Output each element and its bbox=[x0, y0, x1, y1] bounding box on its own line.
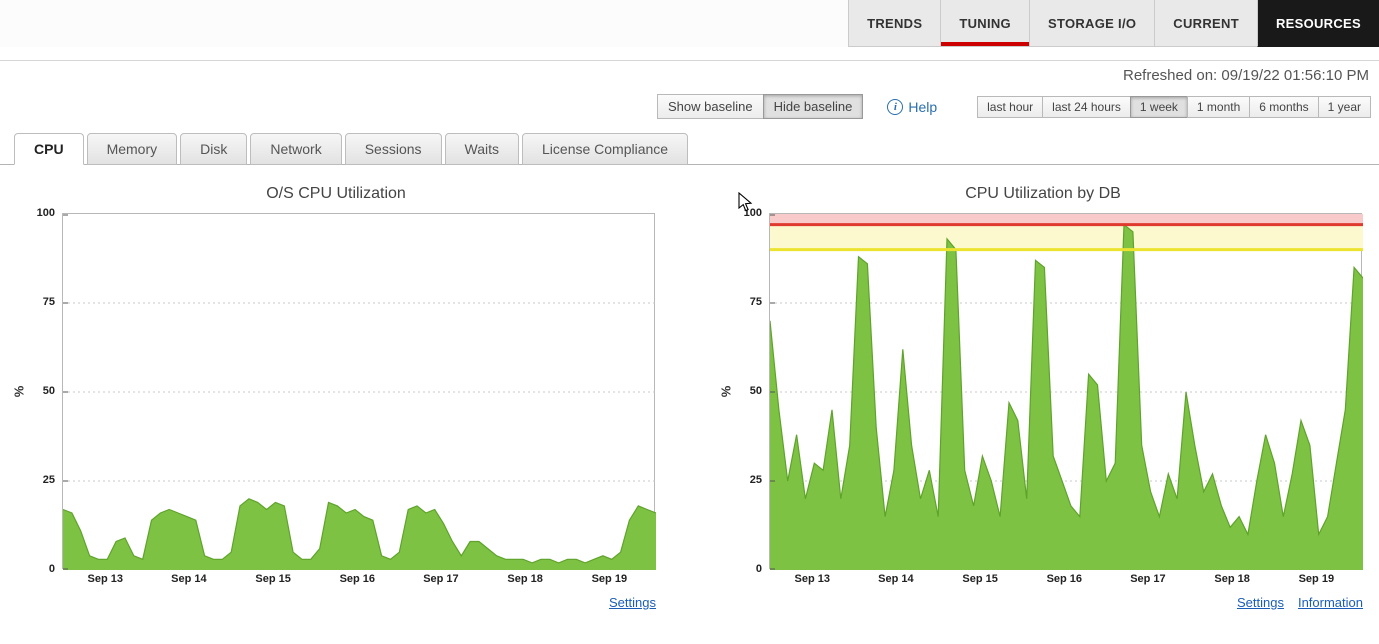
chart-links: Settings bbox=[10, 595, 656, 610]
x-tick-label: Sep 14 bbox=[878, 573, 914, 585]
chart-cpu-utilization-by-db: CPU Utilization by DB % 0 25 50 75 100 Sep 1… bbox=[717, 171, 1369, 610]
subtab-cpu[interactable]: CPU bbox=[14, 133, 84, 165]
chart-svg bbox=[769, 214, 1364, 570]
tab-current[interactable]: CURRENT bbox=[1154, 0, 1257, 47]
x-tick-label: Sep 15 bbox=[962, 573, 998, 585]
settings-link[interactable]: Settings bbox=[609, 595, 656, 610]
tab-resources[interactable]: RESOURCES bbox=[1256, 0, 1379, 47]
x-tick-label: Sep 18 bbox=[1214, 573, 1250, 585]
chart-body: % 0 25 50 75 100 bbox=[717, 207, 1369, 575]
help-link[interactable]: i Help bbox=[887, 98, 938, 115]
baseline-toggle-group: Show baseline Hide baseline bbox=[657, 94, 864, 119]
tab-tuning[interactable]: TUNING bbox=[940, 0, 1029, 47]
hide-baseline-button[interactable]: Hide baseline bbox=[762, 94, 864, 119]
chart-os-cpu-utilization: O/S CPU Utilization % 0 25 50 75 100 Sep 13 S… bbox=[10, 171, 662, 610]
tab-trends[interactable]: TRENDS bbox=[848, 0, 941, 47]
tab-storage-io[interactable]: STORAGE I/O bbox=[1028, 0, 1155, 47]
x-axis-labels: Sep 13 Sep 14 Sep 15 Sep 16 Sep 17 Sep 18 Sep … bbox=[769, 569, 1362, 587]
y-tick-label: 100 bbox=[743, 207, 762, 219]
y-tick-label: 25 bbox=[42, 474, 55, 486]
settings-link[interactable]: Settings bbox=[1236, 595, 1284, 610]
subtab-disk[interactable]: Disk bbox=[180, 133, 248, 165]
y-tick-label: 0 bbox=[755, 563, 762, 575]
header-divider bbox=[0, 60, 1379, 61]
x-axis-labels: Sep 13 Sep 14 Sep 15 Sep 16 Sep 17 Sep 18 Sep … bbox=[62, 569, 655, 587]
range-last-hour-button[interactable]: last hour bbox=[977, 95, 1044, 118]
info-icon: i bbox=[887, 98, 904, 115]
y-axis-ticks: 0 25 50 75 100 bbox=[735, 207, 769, 575]
subtab-network[interactable]: Network bbox=[250, 133, 342, 165]
range-1-week-button[interactable]: 1 week bbox=[1129, 95, 1188, 118]
subtab-waits[interactable]: Waits bbox=[444, 133, 520, 165]
subtab-sessions[interactable]: Sessions bbox=[344, 133, 442, 165]
y-tick-label: 50 bbox=[749, 385, 762, 397]
y-tick-label: 50 bbox=[42, 385, 55, 397]
x-tick-label: Sep 19 bbox=[591, 573, 628, 585]
range-6-months-button[interactable]: 6 months bbox=[1249, 95, 1319, 118]
x-tick-label: Sep 15 bbox=[255, 573, 291, 585]
y-axis-ticks: 0 25 50 75 100 bbox=[28, 207, 62, 575]
show-baseline-button[interactable]: Show baseline bbox=[657, 94, 764, 119]
y-tick-label: 75 bbox=[749, 296, 762, 308]
top-navigation: TRENDS TUNING STORAGE I/O CURRENT RESOUR… bbox=[0, 0, 1379, 47]
chart-links: Settings Information bbox=[717, 595, 1363, 610]
plot-area bbox=[769, 213, 1364, 570]
subtab-license-compliance[interactable]: License Compliance bbox=[522, 133, 689, 165]
plot-area bbox=[62, 213, 657, 570]
x-tick-label: Sep 13 bbox=[87, 573, 124, 585]
x-tick-label: Sep 16 bbox=[1046, 573, 1083, 585]
charts-area: O/S CPU Utilization % 0 25 50 75 100 Sep 13 S… bbox=[0, 165, 1379, 610]
controls-row: Show baseline Hide baseline i Help last … bbox=[0, 84, 1379, 119]
chart-svg bbox=[62, 214, 657, 570]
x-tick-label: Sep 13 bbox=[794, 573, 831, 585]
time-range-group: last hour last 24 hours 1 week 1 month 6… bbox=[977, 95, 1371, 118]
y-axis-label: % bbox=[718, 385, 734, 397]
y-tick-label: 25 bbox=[749, 474, 762, 486]
chart-title: CPU Utilization by DB bbox=[965, 185, 1121, 202]
x-tick-label: Sep 17 bbox=[423, 573, 459, 585]
range-1-month-button[interactable]: 1 month bbox=[1186, 95, 1251, 118]
range-1-year-button[interactable]: 1 year bbox=[1317, 95, 1371, 118]
information-link[interactable]: Information bbox=[1297, 595, 1363, 610]
x-tick-label: Sep 17 bbox=[1130, 573, 1166, 585]
refreshed-timestamp: Refreshed on: 09/19/22 01:56:10 PM bbox=[1122, 67, 1369, 84]
metric-tab-strip: CPU Memory Disk Network Sessions Waits L… bbox=[0, 119, 1379, 165]
x-tick-label: Sep 19 bbox=[1298, 573, 1335, 585]
y-tick-label: 75 bbox=[42, 296, 55, 308]
y-tick-label: 0 bbox=[48, 563, 55, 575]
chart-body: % 0 25 50 75 100 bbox=[10, 207, 662, 575]
subtab-memory[interactable]: Memory bbox=[86, 133, 178, 165]
x-tick-label: Sep 16 bbox=[339, 573, 376, 585]
y-tick-label: 100 bbox=[36, 207, 55, 219]
range-last-24-hours-button[interactable]: last 24 hours bbox=[1042, 95, 1131, 118]
chart-title: O/S CPU Utilization bbox=[266, 185, 406, 202]
x-tick-label: Sep 14 bbox=[171, 573, 207, 585]
x-tick-label: Sep 18 bbox=[507, 573, 543, 585]
help-label: Help bbox=[908, 98, 938, 115]
y-axis-label: % bbox=[11, 385, 27, 397]
